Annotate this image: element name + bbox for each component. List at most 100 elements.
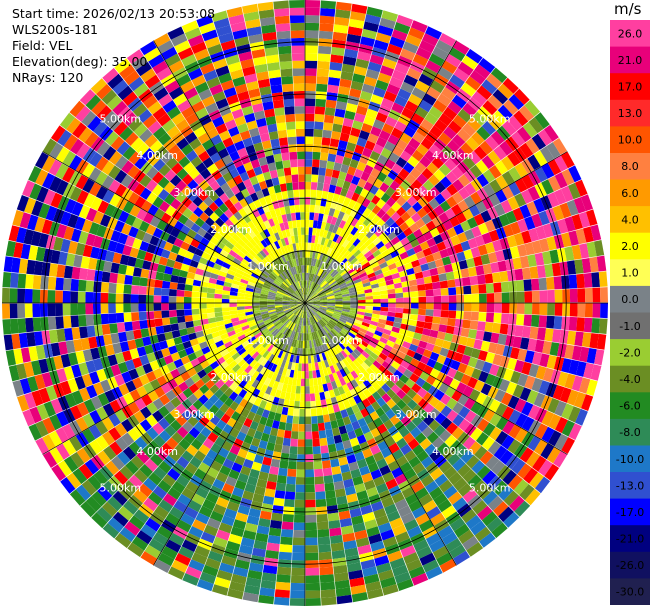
velocity-gate [220, 266, 229, 274]
velocity-gate [259, 416, 268, 426]
velocity-gate [275, 296, 283, 300]
velocity-gate [439, 33, 456, 47]
velocity-gate [208, 404, 220, 415]
velocity-gate [364, 265, 373, 272]
velocity-gate [280, 529, 294, 538]
velocity-gate [319, 298, 328, 301]
velocity-gate [144, 344, 154, 355]
velocity-gate [531, 213, 543, 228]
velocity-gate [259, 250, 267, 258]
velocity-gate [50, 125, 66, 143]
velocity-gate [372, 348, 382, 357]
velocity-gate [178, 381, 189, 392]
velocity-gate [277, 350, 284, 359]
velocity-gate [260, 260, 268, 268]
velocity-gate [367, 211, 377, 221]
velocity-gate [242, 66, 256, 77]
velocity-gate [69, 489, 86, 506]
range-ring-label: 1.00km [247, 334, 289, 347]
velocity-gate [374, 253, 384, 262]
velocity-gate [280, 246, 286, 255]
velocity-gate [321, 327, 328, 335]
colorbar-swatch [610, 46, 650, 74]
velocity-gate [342, 293, 350, 297]
velocity-gate [533, 392, 546, 408]
velocity-gate [298, 431, 305, 440]
velocity-gate [379, 182, 390, 193]
velocity-gate [330, 420, 339, 429]
velocity-gate [294, 308, 301, 315]
velocity-gate [290, 30, 305, 39]
velocity-gate [358, 214, 368, 224]
velocity-gate [271, 338, 279, 346]
velocity-gate [264, 108, 275, 118]
velocity-gate [316, 407, 323, 416]
velocity-gate [387, 245, 397, 254]
velocity-gate [109, 323, 118, 334]
velocity-gate [231, 462, 243, 473]
velocity-gate [222, 245, 232, 254]
velocity-gate [367, 376, 376, 386]
velocity-gate [252, 388, 261, 398]
velocity-gate [350, 341, 358, 349]
velocity-gate [326, 215, 333, 224]
velocity-gate [452, 497, 468, 511]
velocity-gate [206, 298, 215, 303]
velocity-gate [239, 282, 248, 288]
velocity-gate [404, 335, 414, 344]
velocity-gate [307, 257, 310, 266]
velocity-gate [277, 289, 285, 294]
velocity-gate [310, 355, 315, 364]
velocity-gate [145, 414, 158, 427]
velocity-gate [377, 440, 389, 452]
velocity-gate [337, 194, 346, 204]
velocity-gate [154, 386, 166, 398]
velocity-gate [305, 121, 315, 129]
velocity-gate [401, 512, 415, 525]
velocity-gate [200, 426, 212, 438]
velocity-gate [234, 395, 244, 405]
velocity-gate [398, 270, 408, 278]
velocity-gate [166, 338, 176, 348]
velocity-gate [234, 140, 245, 151]
velocity-gate [259, 305, 268, 308]
velocity-gate [166, 258, 176, 268]
velocity-gate [379, 310, 388, 316]
velocity-gate [282, 262, 288, 271]
velocity-gate [457, 108, 472, 123]
velocity-gate [305, 522, 317, 531]
velocity-gate [226, 253, 235, 262]
velocity-gate [235, 230, 244, 239]
velocity-gate [325, 264, 332, 273]
velocity-gate [402, 41, 419, 54]
velocity-gate [305, 469, 315, 478]
velocity-gate [313, 315, 319, 322]
velocity-gate [197, 190, 209, 202]
velocity-gate [557, 218, 569, 234]
velocity-gate [147, 101, 163, 115]
velocity-gate [153, 295, 162, 303]
velocity-gate [147, 120, 162, 135]
velocity-gate [412, 131, 425, 144]
velocity-gate [213, 207, 224, 218]
velocity-gate [320, 581, 336, 591]
velocity-gate [213, 352, 223, 361]
velocity-gate [527, 435, 542, 451]
velocity-gate [356, 105, 368, 116]
velocity-gate [119, 341, 130, 352]
velocity-gate [281, 214, 288, 223]
velocity-gate [82, 163, 96, 178]
velocity-gate [561, 403, 574, 420]
velocity-gate [209, 510, 224, 523]
velocity-gate [479, 303, 487, 313]
velocity-gate [344, 173, 354, 183]
velocity-gate [353, 278, 362, 284]
velocity-gate [299, 317, 302, 326]
velocity-gate [103, 260, 113, 273]
velocity-gate [415, 487, 429, 500]
velocity-gate [261, 409, 270, 419]
velocity-gate [342, 295, 351, 299]
velocity-gate [292, 307, 299, 312]
velocity-gate [399, 132, 412, 144]
velocity-gate [488, 399, 501, 413]
